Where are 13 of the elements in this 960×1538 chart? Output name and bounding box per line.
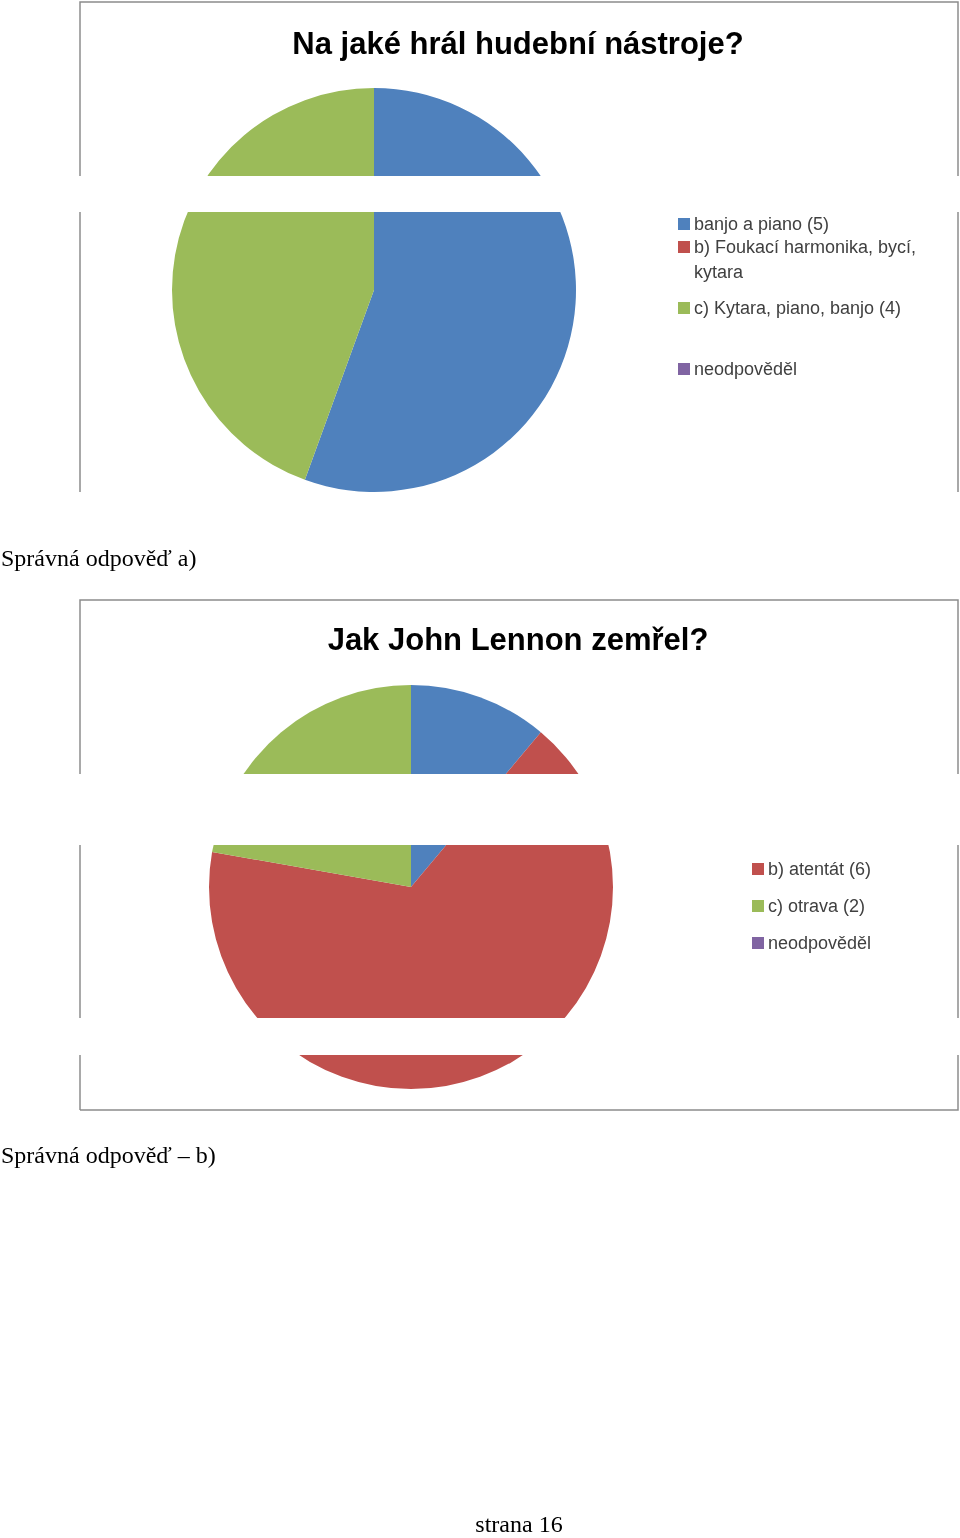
text: Správná odpověď – b) — [1, 1142, 216, 1168]
legend-label: neodpověděl — [768, 933, 872, 954]
legend-label: banjo a piano (5) — [694, 214, 830, 235]
legend-label: b) atentát (6) — [768, 859, 872, 880]
chart-title: Jak John Lennon zemřel? — [327, 622, 709, 657]
legend-label: c) otrava (2) — [768, 896, 866, 917]
text: strana 16 — [475, 1511, 563, 1537]
text: Správná odpověď a) — [1, 545, 197, 571]
legend-label: b) Foukací harmonika, bycí, kytara — [694, 237, 917, 283]
legend-label: c) Kytara, piano, banjo (4) — [694, 298, 902, 319]
legend-label: neodpověděl — [694, 359, 798, 380]
pie-slice — [304, 88, 576, 492]
chart-title: Na jaké hrál hudební nástroje? — [292, 26, 744, 61]
